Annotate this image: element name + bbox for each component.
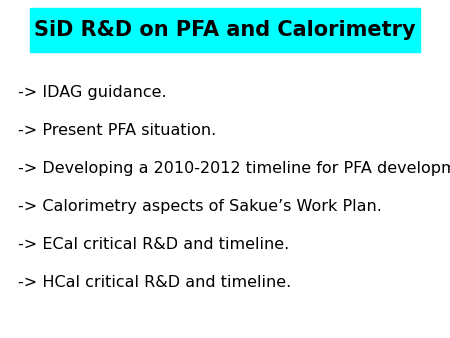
Text: -> Calorimetry aspects of Sakue’s Work Plan.: -> Calorimetry aspects of Sakue’s Work P… bbox=[18, 199, 382, 214]
Text: -> Developing a 2010-2012 timeline for PFA development.: -> Developing a 2010-2012 timeline for P… bbox=[18, 161, 450, 176]
Text: -> ECal critical R&D and timeline.: -> ECal critical R&D and timeline. bbox=[18, 237, 289, 252]
Text: SiD R&D on PFA and Calorimetry: SiD R&D on PFA and Calorimetry bbox=[34, 20, 416, 40]
FancyBboxPatch shape bbox=[30, 8, 420, 52]
Text: -> IDAG guidance.: -> IDAG guidance. bbox=[18, 85, 166, 100]
Text: -> HCal critical R&D and timeline.: -> HCal critical R&D and timeline. bbox=[18, 275, 291, 290]
Text: -> Present PFA situation.: -> Present PFA situation. bbox=[18, 123, 216, 138]
